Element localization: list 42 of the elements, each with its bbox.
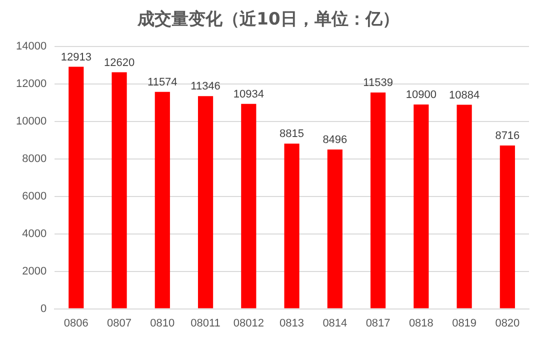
data-label: 11574: [148, 76, 178, 88]
y-tick-label: 6000: [22, 190, 47, 202]
data-label: 11346: [190, 80, 220, 93]
data-label: 8815: [280, 128, 304, 140]
data-label: 10884: [449, 89, 480, 102]
data-label: 11539: [363, 77, 393, 90]
x-tick-label: 0818: [408, 317, 434, 330]
y-tick-label: 2000: [22, 265, 47, 278]
y-tick-label: 4000: [22, 228, 47, 240]
x-tick-label: 08011: [190, 317, 220, 330]
x-tick-label: 0817: [366, 317, 390, 330]
data-label: 8716: [495, 130, 520, 142]
bar: [198, 96, 214, 308]
x-tick-label: 0806: [64, 317, 88, 330]
x-tick-label: 0820: [495, 317, 520, 330]
x-tick-label: 08012: [233, 317, 264, 330]
data-label: 10900: [406, 89, 436, 102]
data-label: 12913: [60, 51, 92, 64]
data-label: 10934: [233, 88, 264, 100]
x-tick-label: 0807: [107, 317, 132, 330]
y-tick-label: 10000: [16, 115, 47, 128]
x-tick-label: 0819: [452, 317, 477, 330]
bar: [241, 104, 256, 308]
x-tick-label: 0814: [322, 317, 348, 330]
bar: [370, 92, 386, 308]
bar: [284, 144, 300, 308]
data-label: 12620: [104, 56, 135, 69]
y-tick-label: 12000: [16, 78, 47, 90]
bar: [500, 145, 515, 308]
y-tick-label: 14000: [16, 40, 47, 52]
bar: [154, 92, 170, 308]
bar: [414, 104, 429, 308]
data-label: 8496: [322, 134, 348, 146]
y-tick-label: 8000: [22, 152, 47, 165]
bar: [112, 72, 127, 308]
chart-title: 成交量变化（近10日，单位：亿）: [136, 10, 400, 30]
x-tick-label: 0810: [150, 317, 175, 330]
bar: [456, 104, 472, 308]
bar: [68, 66, 84, 308]
y-tick-label: 0: [40, 302, 47, 315]
bar: [327, 150, 342, 308]
x-tick-label: 0813: [280, 317, 304, 330]
